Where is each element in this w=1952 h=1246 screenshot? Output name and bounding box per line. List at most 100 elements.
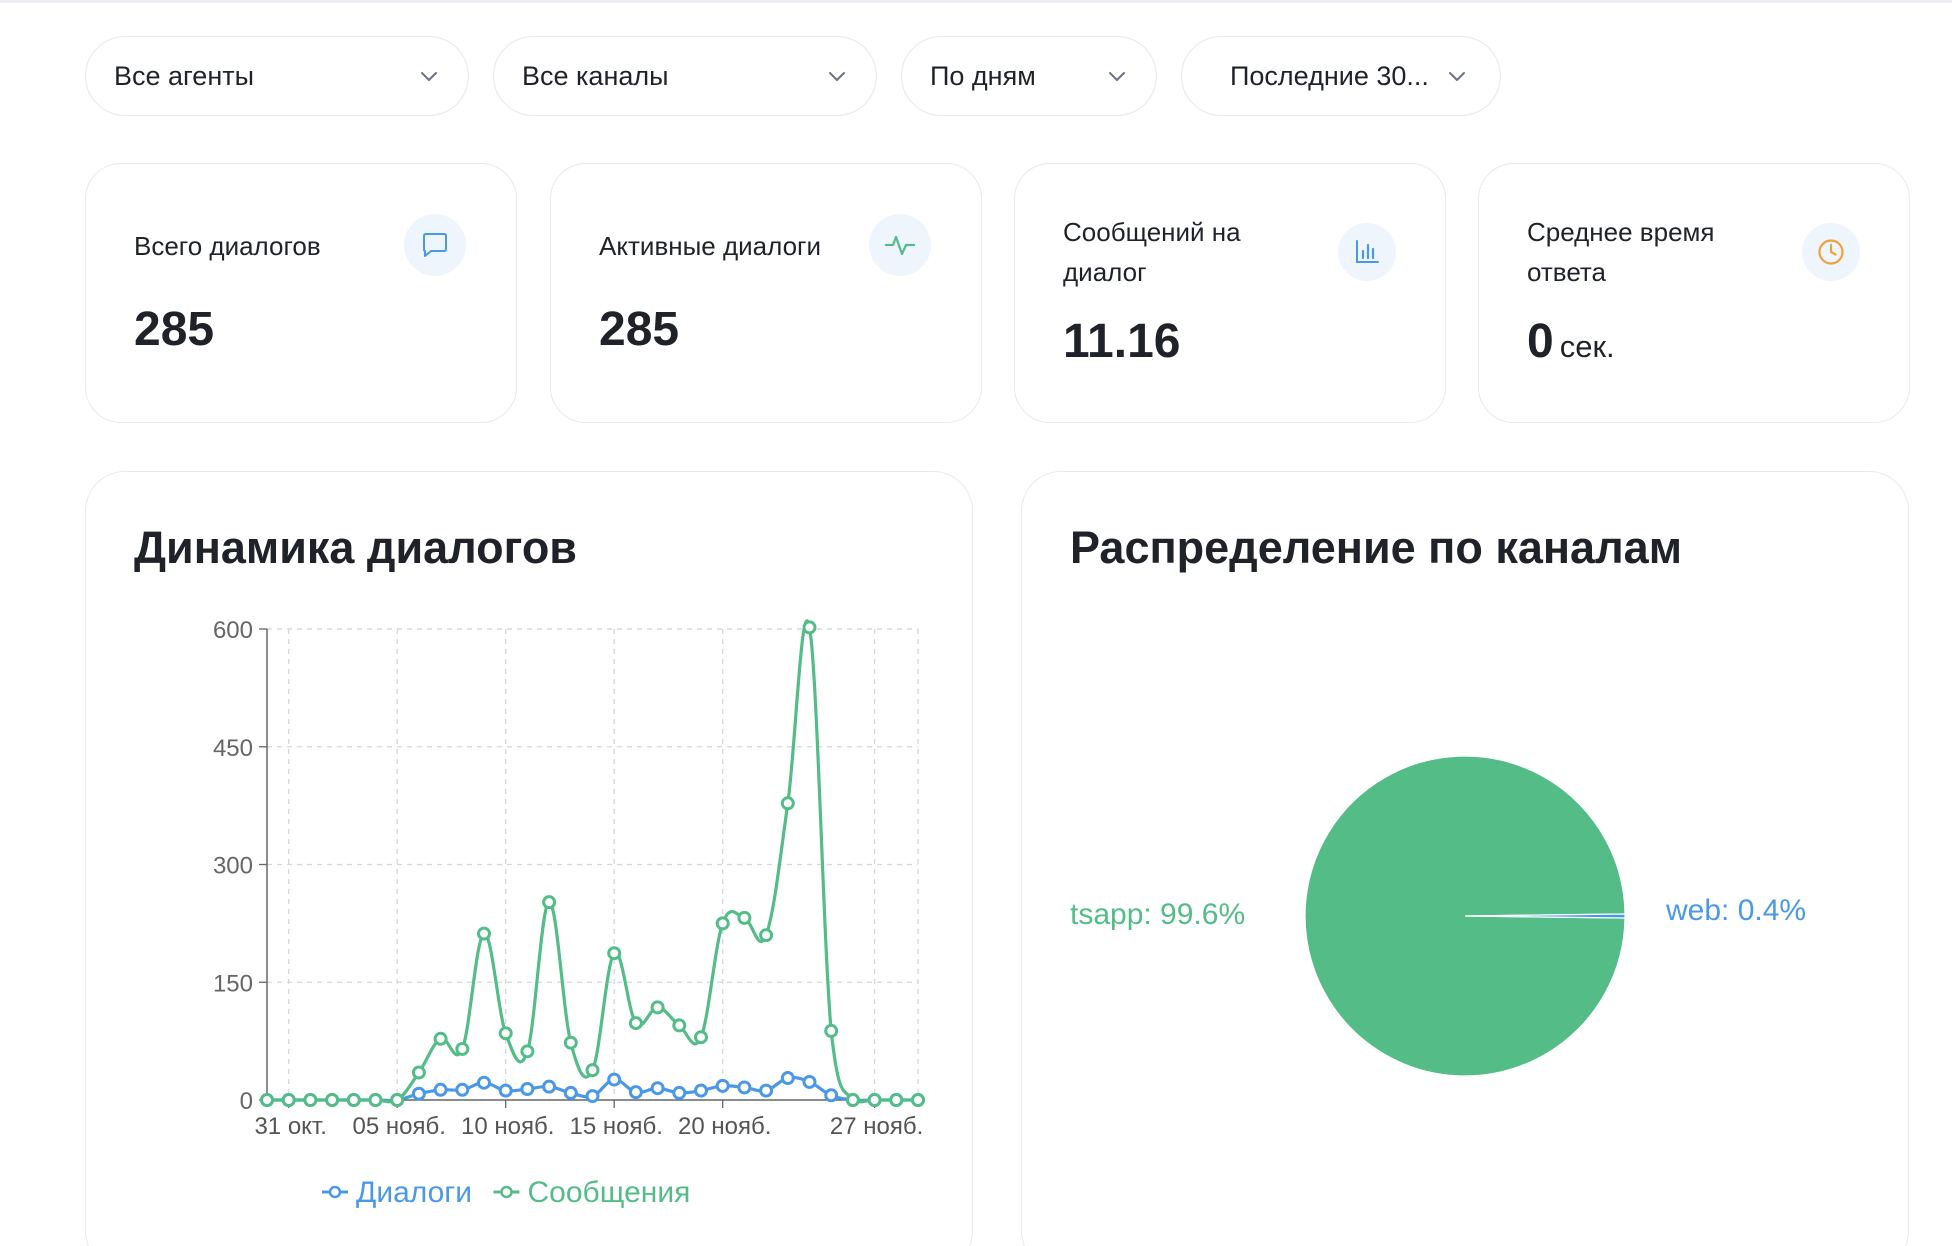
y-tick-label: 150 (213, 970, 253, 997)
y-tick-label: 600 (213, 617, 253, 644)
stat-label: Всего диалогов (134, 231, 321, 261)
y-tick-label: 0 (240, 1088, 253, 1115)
data-point (759, 1083, 774, 1098)
y-tick-label: 300 (213, 853, 253, 880)
data-point (542, 895, 557, 910)
stat-card-active-dialogs: Активные диалоги 285 (550, 163, 982, 423)
data-point (542, 1079, 557, 1094)
data-point (455, 1041, 470, 1056)
data-point (694, 1083, 708, 1098)
data-point (585, 1063, 600, 1078)
x-tick-label: 31 окт. (254, 1113, 326, 1140)
data-point (628, 1016, 643, 1031)
data-point (802, 1074, 817, 1089)
stat-value-unit: сек. (1559, 329, 1615, 364)
slice-label-tsapp: tsapp: 99.6% (1070, 898, 1245, 931)
data-point (368, 1093, 383, 1107)
grouping-filter-select[interactable]: По дням (901, 36, 1157, 116)
data-point (607, 946, 622, 961)
chevron-down-icon (1108, 67, 1126, 85)
chevron-down-icon (1448, 67, 1466, 85)
data-point (498, 1083, 513, 1098)
stat-label: Среднее время ответа (1527, 217, 1715, 287)
bar-chart-icon (1338, 223, 1396, 281)
series-Сообщения (260, 619, 925, 1107)
data-point (694, 1030, 708, 1045)
data-point (672, 1085, 687, 1100)
data-point (607, 1072, 622, 1087)
data-point (520, 1044, 535, 1059)
x-tick-label: 10 нояб. (461, 1113, 554, 1140)
data-point (477, 926, 491, 941)
data-point (845, 1093, 860, 1107)
data-point (303, 1093, 318, 1107)
channels-filter-select[interactable]: Все каналы (493, 36, 877, 116)
activity-pulse-icon (869, 214, 931, 276)
data-point (563, 1035, 578, 1050)
x-tick-label: 05 нояб. (353, 1113, 446, 1140)
stat-value: 285 (134, 303, 215, 356)
chat-bubble-icon (404, 214, 466, 276)
chart-legend: Диалоги Сообщения (322, 1176, 690, 1209)
stat-label: Активные диалоги (599, 231, 822, 261)
data-point (715, 1078, 730, 1093)
data-point (346, 1093, 361, 1107)
agents-filter-select[interactable]: Все агенты (85, 36, 469, 116)
panel-title: Распределение по каналам (1070, 522, 1682, 573)
data-point (824, 1088, 839, 1103)
data-point (390, 1093, 405, 1107)
data-point (281, 1093, 296, 1107)
stat-card-total-dialogs: Всего диалогов 285 (85, 163, 517, 423)
data-point (650, 1000, 665, 1015)
stat-card-messages-per-dialog: Сообщений на диалог 11.16 (1014, 163, 1446, 423)
grouping-filter-value: По дням (930, 60, 1036, 91)
dialogs-dynamics-panel: Динамика диалогов 0 150 300 450 600 31 окт. 05… (85, 471, 973, 1246)
chevron-down-icon (828, 67, 846, 85)
legend-marker (328, 1185, 342, 1199)
series-line (267, 619, 918, 1104)
data-point (737, 910, 752, 925)
legend-label: Сообщения (528, 1176, 691, 1209)
data-point (433, 1031, 448, 1046)
data-point (628, 1085, 643, 1100)
data-point (780, 1071, 795, 1086)
data-point (715, 916, 730, 931)
pie-slice-tsapp (1304, 755, 1626, 1077)
legend-marker (500, 1185, 513, 1199)
pie-slices (1304, 755, 1626, 1077)
slice-label-web: web: 0.4% (1665, 894, 1806, 927)
clock-icon (1802, 223, 1860, 281)
data-point (455, 1082, 470, 1097)
stat-value: 285 (599, 303, 680, 356)
x-tick-label: 15 нояб. (570, 1113, 663, 1140)
stat-label: Сообщений на диалог (1063, 217, 1241, 287)
data-point (672, 1018, 687, 1033)
data-point (889, 1093, 904, 1107)
panel-title: Динамика диалогов (134, 522, 577, 573)
channels-filter-value: Все каналы (522, 60, 669, 91)
data-point (411, 1065, 426, 1080)
stat-value: 11.16 (1063, 315, 1181, 368)
data-point (780, 796, 795, 811)
data-point (260, 1093, 274, 1107)
data-point (520, 1082, 535, 1097)
data-point (498, 1026, 513, 1041)
data-point (867, 1093, 882, 1107)
channel-distribution-panel: Распределение по каналам tsapp: 99.6% web… (1021, 471, 1909, 1246)
chevron-down-icon (420, 67, 438, 85)
data-point (650, 1081, 665, 1096)
dialogs-dynamics-chart: 0 150 300 450 600 31 окт. 05 нояб. 10 нояб. 15 н… (213, 617, 925, 1209)
legend-label: Диалоги (356, 1176, 472, 1209)
period-filter-value: Последние 30... (1230, 60, 1429, 91)
chart-grid: 0 150 300 450 600 31 окт. 05 нояб. 10 нояб. 15 н… (213, 617, 923, 1140)
data-point (824, 1023, 839, 1038)
period-filter-select[interactable]: Последние 30... (1181, 36, 1501, 116)
pie-slice-web (1464, 913, 1626, 919)
data-point (737, 1080, 752, 1095)
x-tick-label: 27 нояб. (830, 1113, 923, 1140)
data-point (759, 928, 774, 943)
data-point (563, 1085, 578, 1100)
y-tick-label: 450 (213, 735, 253, 762)
data-point (411, 1086, 426, 1101)
